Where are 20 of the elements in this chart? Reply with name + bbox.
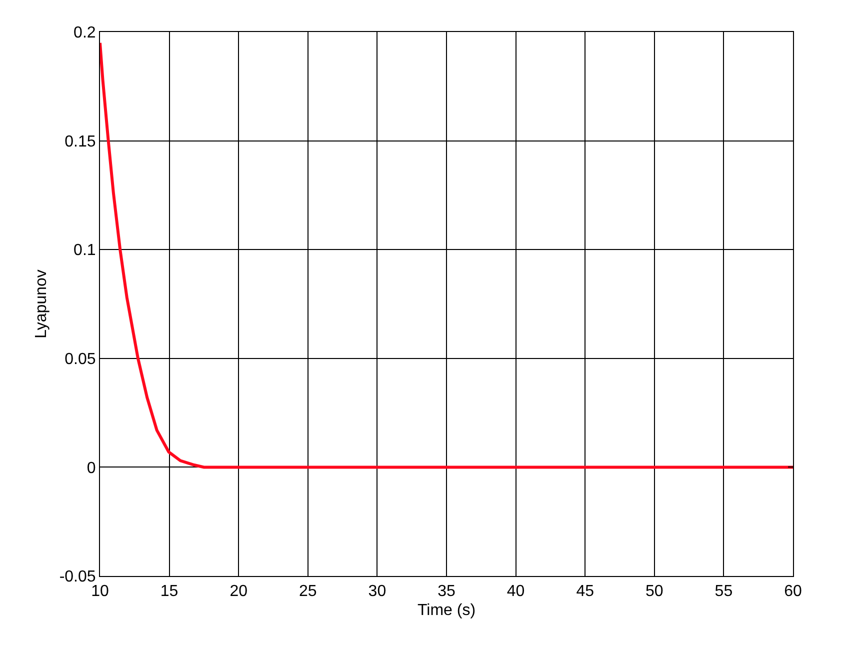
x-tick-label: 35: [438, 583, 456, 600]
y-tick-label: 0.15: [64, 133, 96, 150]
y-tick-label: 0: [86, 460, 96, 477]
x-tick-label: 10: [91, 583, 109, 600]
line-series: [100, 41, 793, 469]
x-tick-label: 40: [506, 583, 525, 600]
x-tick-label: 55: [714, 583, 733, 600]
y-tick-label: 0.05: [64, 351, 96, 368]
y-tick-label: -0.05: [59, 568, 96, 586]
y-tick-label: 0.2: [74, 24, 96, 42]
y-axis-title: Lyapunov: [33, 270, 50, 338]
x-tick-label: 25: [299, 583, 317, 600]
x-tick-label: 60: [784, 583, 802, 600]
x-axis-title: Time (s): [417, 602, 476, 619]
x-tick-label: 30: [368, 583, 386, 600]
y-tick-label: 0.1: [74, 242, 96, 260]
x-tick-label: 20: [230, 583, 248, 600]
x-tick-label: 45: [576, 583, 594, 600]
x-tick-label: 15: [160, 583, 178, 600]
x-tick-label: 50: [646, 583, 664, 600]
